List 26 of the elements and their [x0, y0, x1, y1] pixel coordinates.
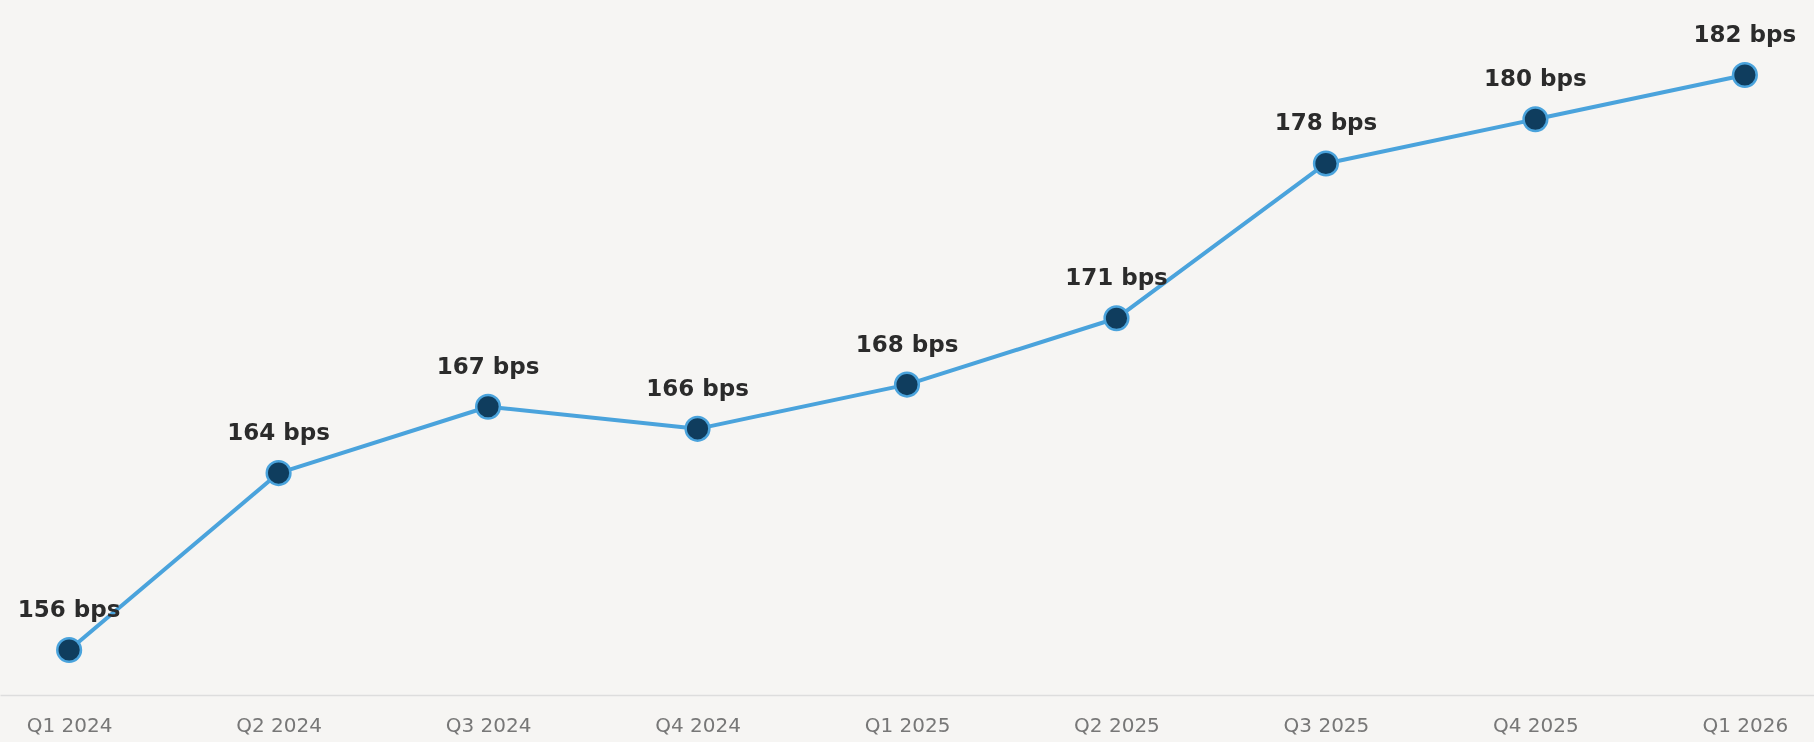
x-tick-label: Q3 2024: [445, 712, 532, 737]
data-label: 168 bps: [855, 330, 959, 357]
data-label: 171 bps: [1065, 264, 1168, 291]
point: [474, 393, 502, 420]
point: [893, 371, 921, 398]
point: [1312, 150, 1340, 177]
point: [1522, 106, 1549, 133]
x-tick-label: Q1 2024: [26, 712, 113, 737]
data-label: 178 bps: [1274, 109, 1378, 136]
x-tick-label: Q4 2024: [655, 712, 741, 737]
x-tick-label: Q2 2025: [1074, 712, 1160, 737]
point: [265, 460, 292, 487]
point: [684, 415, 711, 442]
point: [1103, 305, 1130, 332]
x-tick-label: Q1 2026: [1702, 712, 1789, 737]
x-tick-label: Q1 2025: [864, 712, 951, 737]
data-label: 182 bps: [1693, 21, 1797, 47]
point: [1731, 61, 1758, 89]
data-label: 167 bps: [436, 352, 540, 379]
point: [56, 636, 83, 664]
data-label: 180 bps: [1484, 65, 1587, 92]
x-tick-label: Q2 2024: [236, 712, 322, 737]
data-label: 164 bps: [227, 419, 330, 446]
x-tick-label: Q4 2025: [1493, 712, 1579, 737]
data-label: 166 bps: [646, 374, 749, 401]
x-tick-label: Q3 2025: [1283, 712, 1370, 737]
